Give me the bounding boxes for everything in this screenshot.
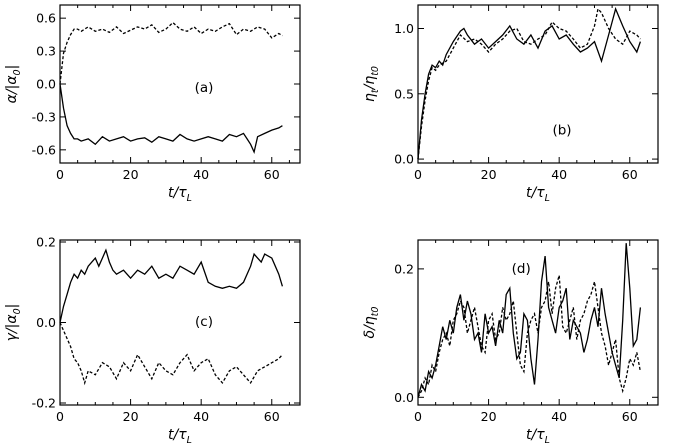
y-tick-label: 1.0: [394, 21, 414, 36]
y-tick-label: 0.2: [36, 235, 56, 250]
x-axis-label: t/τL: [168, 427, 192, 444]
x-tick-label: 60: [622, 167, 638, 182]
series-line-dashed: [59, 21, 283, 85]
panel-b: 0 20 40 60 1.0 0.5 0.0 (b) t/τL ηt/ηt0: [362, 4, 659, 204]
plot-frame: [417, 239, 659, 406]
x-tick-label: 40: [551, 409, 567, 424]
panel-label: (d): [512, 261, 531, 277]
y-tick-label: -0.6: [32, 142, 56, 157]
x-tick-label: 0: [414, 409, 422, 424]
x-tick-label: 20: [481, 409, 497, 424]
series-line-dashed: [417, 275, 642, 398]
x-tick-label: 40: [193, 167, 209, 182]
series-line-dashed: [59, 322, 283, 386]
y-axis-label: γ/|α0|: [4, 304, 23, 342]
x-tick-label: 40: [193, 409, 209, 424]
y-tick-label: 0.5: [394, 86, 414, 101]
y-tick-label: 0.6: [36, 11, 56, 26]
y-tick-label: 0.0: [394, 152, 414, 167]
x-tick-label: 0: [414, 167, 422, 182]
y-axis-label: ηt/ηt0: [362, 66, 381, 102]
x-axis-label: t/τL: [168, 185, 192, 204]
panel-label: (c): [195, 314, 213, 330]
x-axis-label: t/τL: [526, 427, 550, 444]
x-tick-label: 0: [56, 409, 64, 424]
x-tick-label: 40: [551, 167, 567, 182]
panel-label: (a): [195, 80, 214, 96]
series-line-solid: [417, 6, 642, 160]
panel-d: 0 20 40 60 0.2 0.0 (d) t/τL δ/ηt0: [362, 239, 659, 444]
plot-frame: [417, 4, 659, 164]
x-tick-label: 20: [481, 167, 497, 182]
y-axis-label: α/|α0|: [4, 65, 23, 104]
y-axis-label: δ/ηt0: [362, 307, 381, 339]
plot-frame: [59, 239, 301, 406]
y-tick-label: 0.0: [36, 77, 56, 92]
y-tick-label: 0.0: [394, 390, 414, 405]
series-line-solid: [59, 83, 283, 155]
panel-label: (b): [552, 123, 571, 139]
y-tick-label: 0.3: [36, 44, 56, 59]
y-tick-label: -0.3: [32, 109, 56, 124]
x-tick-label: 60: [264, 409, 280, 424]
panel-c: 0 20 40 60 0.2 0.0 -0.2 (c) t/τL γ/|α0|: [4, 235, 301, 444]
x-tick-label: 20: [123, 167, 139, 182]
series-line-dashed: [417, 7, 641, 160]
x-axis-label: t/τL: [526, 185, 550, 204]
panel-a: 0 20 40 60 0.6 0.3 0.0 -0.3 -0.6 (a) t/τL α/|α0|: [4, 4, 301, 204]
y-tick-label: 0.2: [394, 261, 414, 276]
y-tick-label: 0.0: [36, 315, 56, 330]
y-tick-label: -0.2: [32, 395, 56, 410]
series-line-solid: [417, 243, 642, 398]
series-line-solid: [59, 248, 284, 323]
x-tick-label: 60: [622, 409, 638, 424]
x-tick-label: 60: [264, 167, 280, 182]
x-tick-label: 0: [56, 167, 64, 182]
x-tick-label: 20: [123, 409, 139, 424]
